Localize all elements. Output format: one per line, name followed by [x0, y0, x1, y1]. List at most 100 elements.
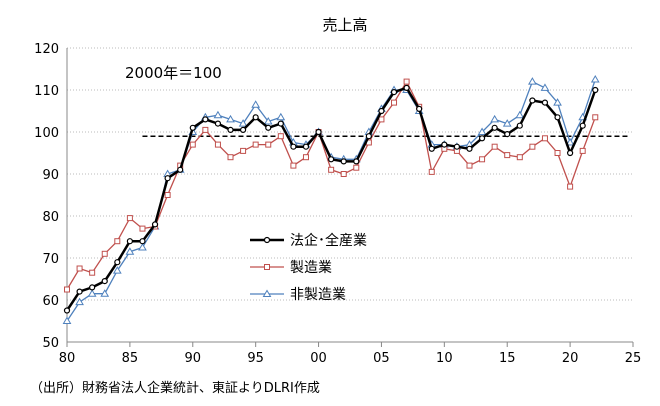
data-point	[390, 88, 398, 96]
data-point	[63, 307, 71, 314]
data-point	[516, 122, 523, 129]
data-point	[238, 119, 248, 127]
y-tick-label: 120	[34, 42, 59, 57]
data-point	[516, 154, 523, 161]
data-point	[76, 265, 83, 272]
data-point	[214, 120, 222, 127]
data-point	[290, 162, 297, 169]
data-point	[240, 147, 247, 154]
data-point	[252, 114, 259, 121]
axes: 50 60 70 80 90 100 110 120 80 85 90 95 00 05 10 15 20 25	[34, 42, 641, 366]
data-point	[340, 171, 347, 177]
legend-label: 法企･全産業	[290, 232, 367, 249]
data-point	[315, 128, 322, 136]
data-point	[64, 286, 70, 293]
data-point	[202, 116, 209, 123]
x-tick-label: 00	[310, 351, 327, 366]
data-point	[87, 289, 97, 297]
data-point	[504, 152, 511, 159]
data-point	[378, 107, 385, 115]
data-point	[164, 175, 171, 182]
data-point	[540, 83, 550, 91]
data-point	[239, 126, 247, 133]
x-tick-label: 05	[373, 351, 390, 366]
legend-label: 製造業	[290, 260, 332, 276]
legend-item: 製造業	[250, 260, 332, 276]
gridlines	[67, 47, 633, 301]
data-point	[416, 105, 423, 113]
data-point	[567, 183, 574, 190]
data-point	[139, 238, 146, 245]
data-point	[592, 86, 599, 94]
data-point	[529, 143, 536, 150]
x-tick-label: 80	[59, 351, 76, 366]
data-point	[428, 145, 435, 152]
data-point	[453, 143, 461, 150]
data-point	[328, 156, 335, 163]
data-point	[554, 150, 561, 156]
data-point	[75, 297, 84, 306]
data-point	[100, 289, 110, 297]
data-point	[554, 114, 561, 121]
data-point	[263, 236, 271, 244]
data-point	[302, 154, 309, 161]
data-point	[139, 225, 146, 232]
data-point	[466, 145, 473, 152]
data-point	[112, 266, 122, 274]
y-tick-label: 60	[42, 294, 59, 309]
data-point	[114, 238, 121, 245]
data-point	[227, 126, 234, 133]
data-point	[579, 122, 586, 129]
data-point	[226, 114, 235, 123]
data-point	[126, 238, 133, 245]
data-point	[138, 243, 147, 251]
data-point	[264, 264, 270, 270]
data-point	[403, 84, 410, 92]
y-tick-label: 80	[42, 210, 59, 225]
data-point	[164, 192, 171, 198]
data-point	[227, 154, 234, 161]
data-point	[541, 99, 549, 106]
data-point	[477, 127, 487, 135]
data-point	[62, 316, 72, 324]
data-point	[502, 119, 512, 127]
data-point	[177, 166, 184, 173]
series-group	[62, 75, 629, 324]
data-point	[125, 247, 135, 255]
data-point	[365, 133, 372, 140]
data-point	[479, 156, 486, 163]
series-line	[65, 86, 597, 312]
series-line	[66, 79, 596, 322]
data-point	[353, 164, 360, 171]
data-point	[189, 124, 196, 131]
data-point	[277, 120, 284, 127]
x-tick-label: 15	[499, 351, 516, 366]
data-point	[529, 97, 536, 104]
y-tick-label: 110	[34, 84, 59, 99]
legend-item: 法企･全産業	[250, 232, 367, 249]
data-point	[378, 116, 385, 123]
data-point	[265, 141, 272, 148]
data-point	[491, 124, 498, 131]
data-point	[251, 100, 261, 108]
data-point	[263, 117, 273, 125]
data-point	[328, 166, 335, 173]
x-tick-label: 25	[625, 351, 642, 366]
base-year-annotation: 2000年＝100	[125, 64, 222, 82]
x-tick-label: 90	[185, 351, 202, 366]
data-point	[114, 259, 121, 266]
data-point	[478, 135, 486, 142]
data-point	[553, 98, 562, 106]
data-point	[528, 77, 537, 85]
chart-title: 売上高	[322, 16, 367, 34]
x-tick-label: 85	[122, 351, 139, 366]
data-point	[290, 143, 297, 150]
y-tick-label: 100	[34, 126, 59, 141]
data-point	[340, 158, 347, 165]
data-point	[202, 126, 209, 133]
data-point	[515, 110, 525, 119]
data-point	[252, 141, 259, 148]
data-point	[101, 278, 108, 285]
